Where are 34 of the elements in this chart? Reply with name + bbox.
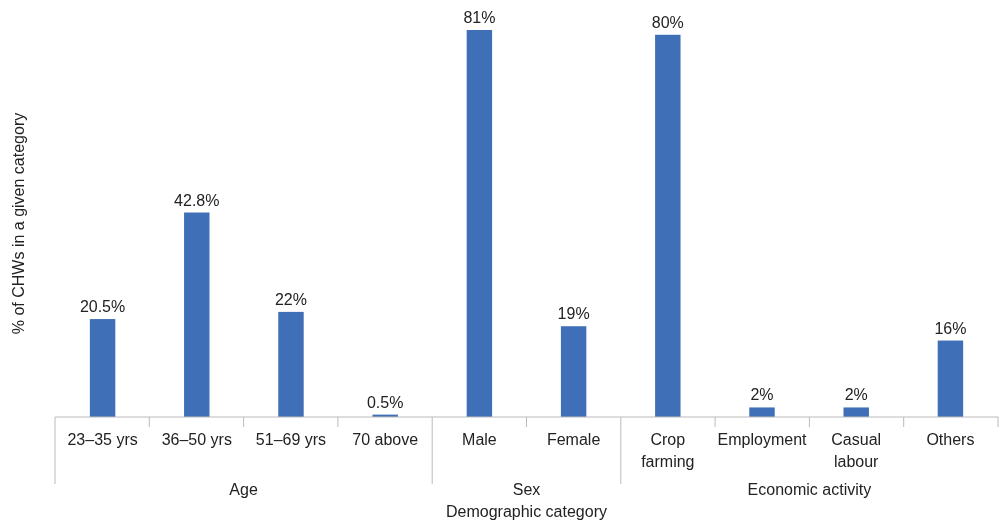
x-tick-label: 36–50 yrs [161, 431, 232, 448]
data-label: 81% [463, 9, 496, 26]
data-label: 0.5% [366, 393, 404, 411]
data-label: 16% [934, 319, 967, 337]
data-label: 2% [844, 386, 868, 404]
x-tick-label: Male [462, 431, 497, 448]
x-tick-label: Female [546, 431, 601, 448]
data-label: 2% [750, 386, 774, 404]
x-tick-label: 70 above [352, 431, 419, 448]
text: Age [229, 481, 258, 498]
bar [278, 311, 304, 417]
x-tick-label: Crop farming [641, 431, 695, 470]
bar [89, 319, 116, 417]
bar [655, 34, 681, 417]
bar [466, 30, 493, 417]
bar [749, 407, 775, 417]
bar [937, 340, 964, 417]
data-label: 42.8% [174, 191, 220, 209]
data-label: 80% [651, 13, 684, 31]
bar [184, 212, 210, 417]
data-label: 20.5% [79, 298, 126, 316]
data-label: 22% [274, 290, 307, 308]
x-tick-label: 23–35 yrs [67, 431, 138, 448]
x-tick-label: 51–69 yrs [255, 431, 327, 448]
x-tick-label: Casual labour [831, 431, 882, 470]
x-axis-title: Demographic category [446, 503, 607, 520]
bar [843, 407, 869, 417]
x-tick-label: Others [926, 431, 975, 448]
x-tick-label: Employment [717, 431, 808, 448]
data-label: 19% [557, 305, 590, 323]
y-axis-title: % of CHWs in a given category [10, 112, 27, 335]
text: Economic activity [747, 481, 872, 498]
text: Sex [512, 481, 541, 498]
bar [560, 326, 587, 417]
